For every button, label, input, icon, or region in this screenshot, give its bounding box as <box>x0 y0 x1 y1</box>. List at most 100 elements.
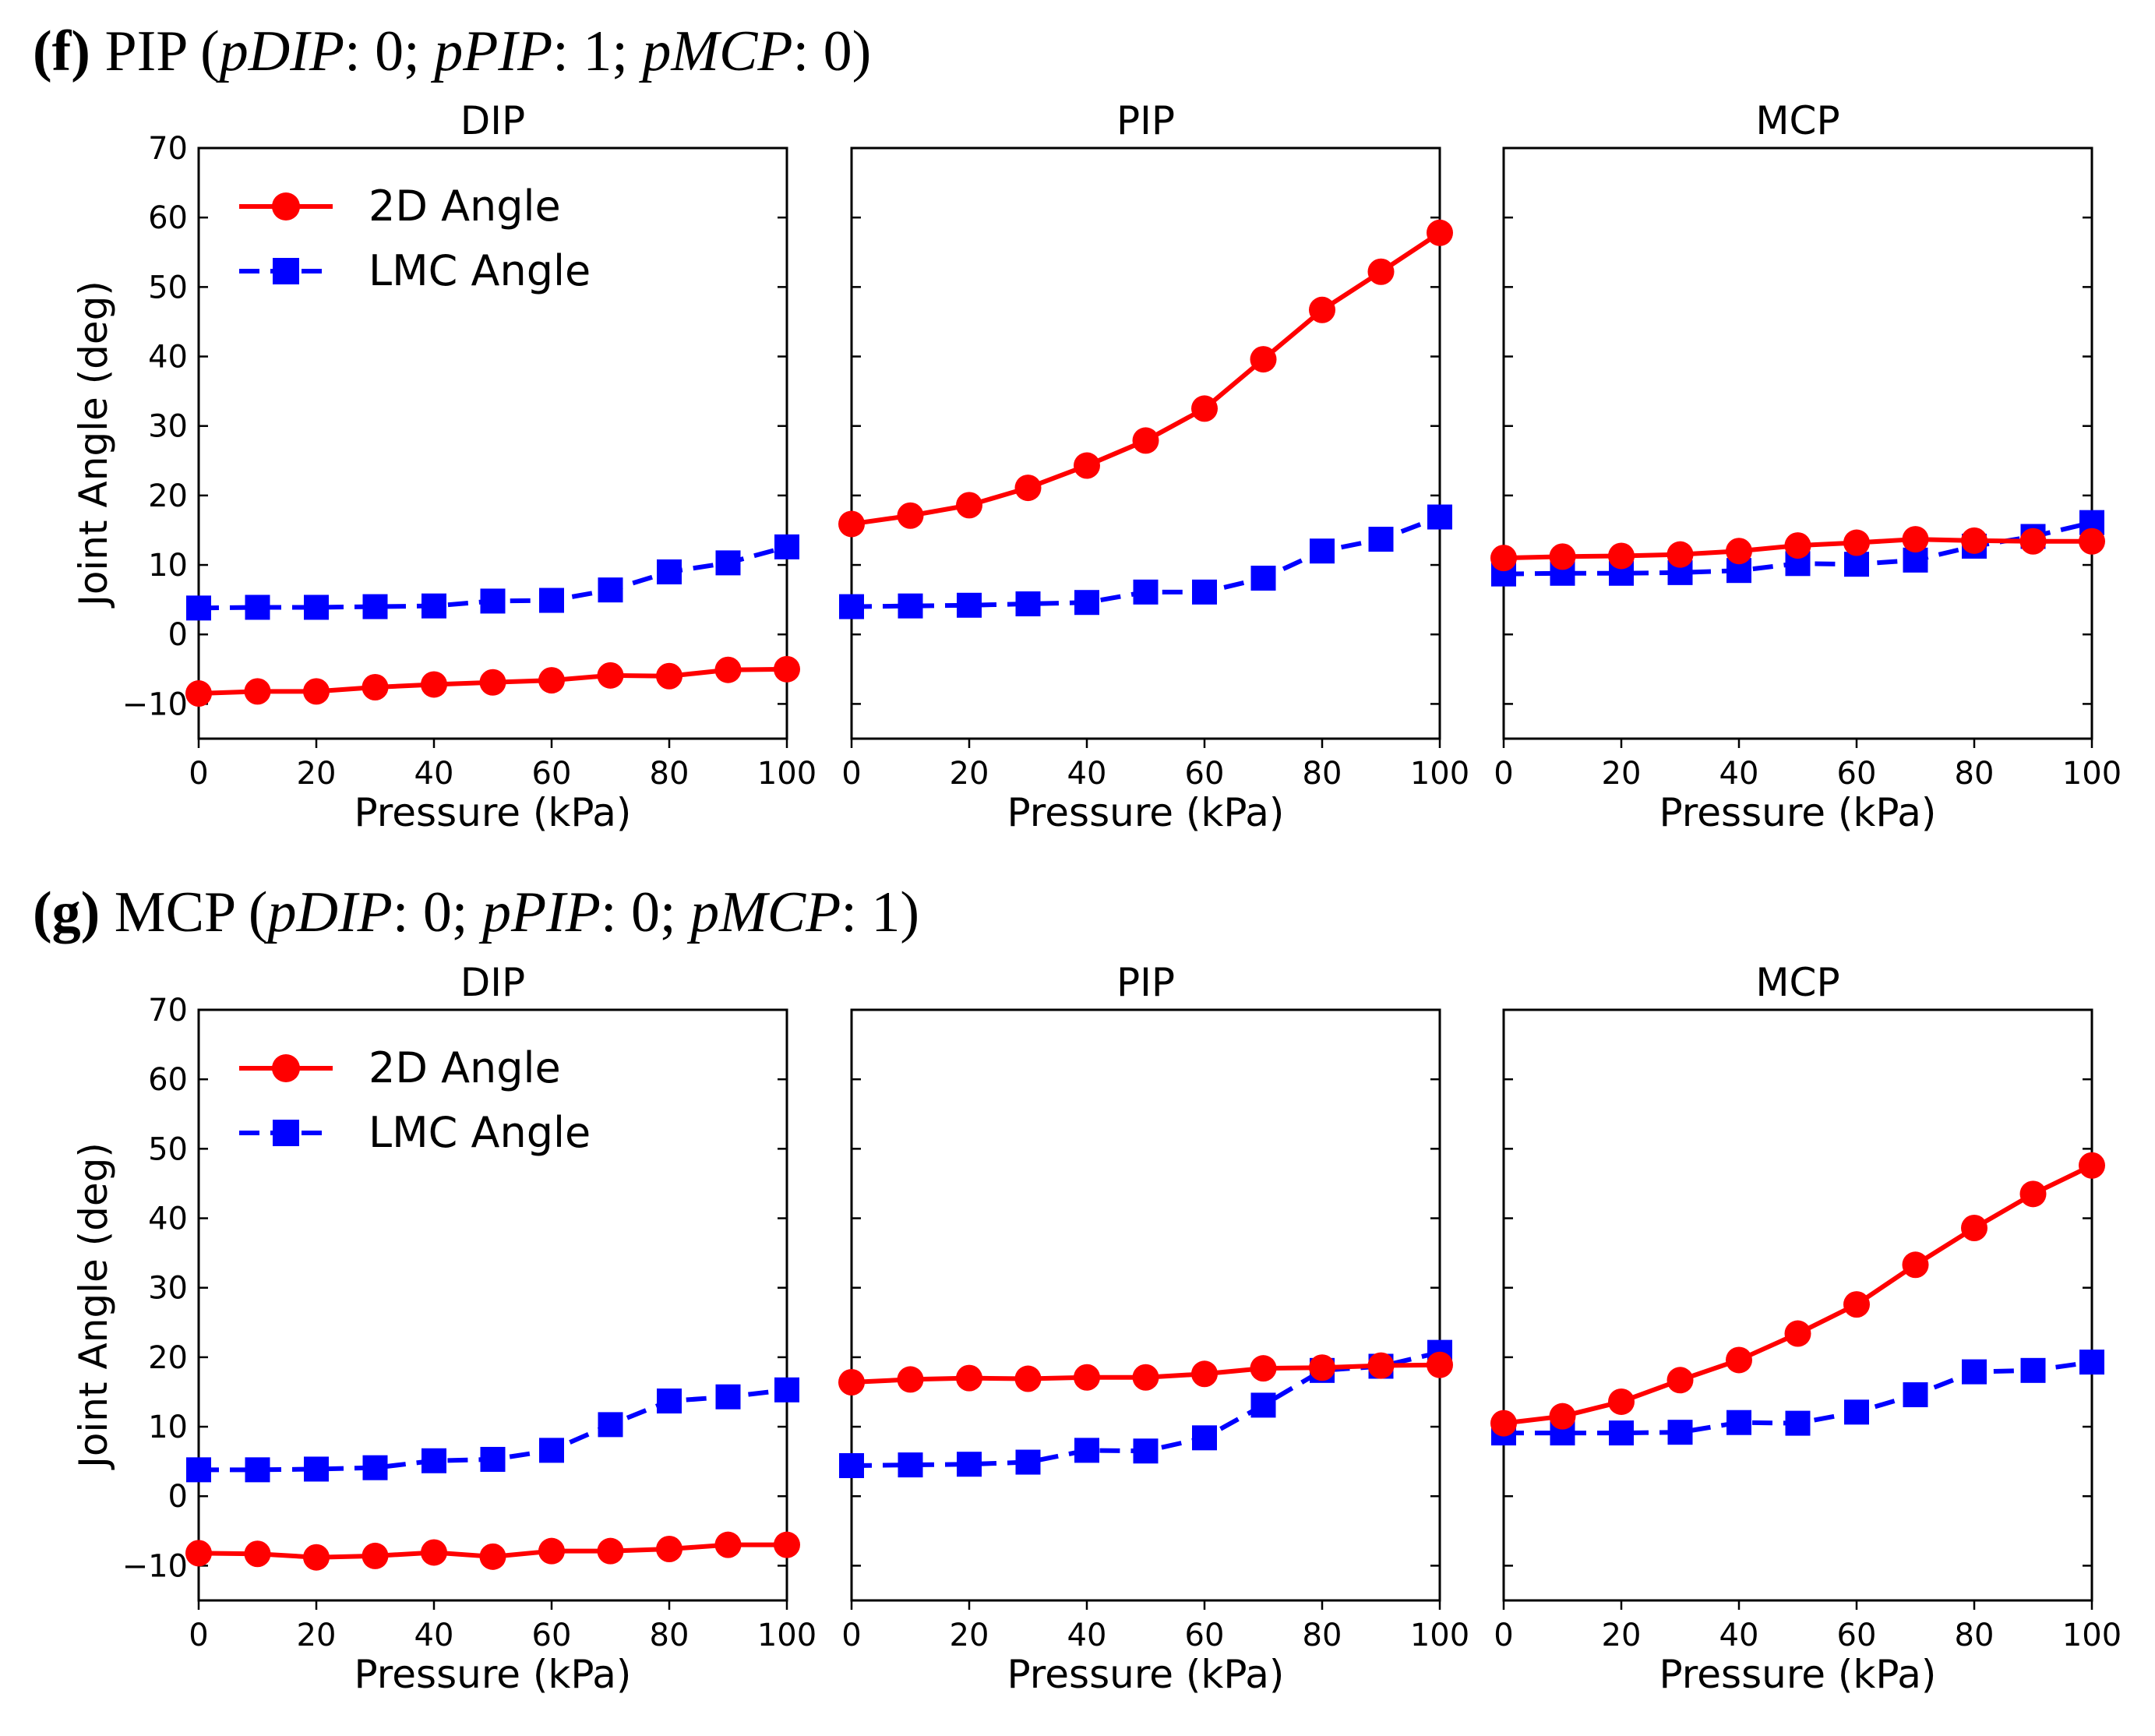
x-tick-label: 60 <box>1837 1618 1877 1653</box>
data-point <box>1250 566 1276 591</box>
y-axis-label: Joint Angle (deg) <box>71 1142 116 1470</box>
x-axis-label: Pressure (kPa) <box>1007 790 1285 835</box>
data-point <box>2019 1180 2047 1208</box>
data-point <box>1843 529 1870 556</box>
section-close: ) <box>900 880 919 944</box>
x-tick-label: 20 <box>1602 1618 1642 1653</box>
data-point <box>1014 1365 1042 1392</box>
param-value: : 1 <box>841 880 900 944</box>
series-line <box>1503 1163 2093 1426</box>
y-tick-label: 60 <box>148 200 188 236</box>
data-point <box>1074 452 1100 479</box>
data-point <box>1133 1438 1159 1464</box>
x-tick-label: 20 <box>297 756 337 792</box>
data-point <box>1667 541 1694 568</box>
data-point <box>186 595 211 621</box>
x-tick-label: 0 <box>841 1618 861 1653</box>
data-point <box>839 594 864 619</box>
x-tick-label: 100 <box>2062 756 2121 792</box>
x-axis-label: Pressure (kPa) <box>354 1652 632 1697</box>
x-axis-label: Pressure (kPa) <box>1659 790 1937 835</box>
data-point <box>421 593 446 619</box>
data-point <box>597 1537 624 1565</box>
data-point <box>657 559 682 584</box>
data-point <box>1903 1382 1928 1408</box>
data-point <box>1549 1403 1576 1430</box>
data-point <box>362 674 389 701</box>
data-point <box>1014 475 1042 502</box>
x-tick-label: 40 <box>1719 756 1759 792</box>
data-point <box>1250 1392 1276 1418</box>
x-tick-label: 40 <box>414 1618 454 1653</box>
data-point <box>1074 1364 1100 1391</box>
data-point <box>774 1531 800 1558</box>
chart-panel: PIP 0 20 40 60 80 100 Pressure (kPa) <box>838 98 1469 835</box>
data-point <box>1726 538 1752 565</box>
y-tick-label: 10 <box>148 548 188 584</box>
data-point <box>714 656 742 683</box>
data-point <box>898 593 923 619</box>
data-point <box>1667 1420 1693 1445</box>
x-tick-label: 0 <box>1494 756 1513 792</box>
data-point <box>1309 296 1335 323</box>
legend-label: LMC Angle <box>369 1108 591 1157</box>
data-point <box>362 1455 388 1480</box>
data-point <box>597 662 624 689</box>
legend-entry: LMC Angle <box>239 246 591 295</box>
data-point <box>1074 590 1099 616</box>
data-point <box>1015 591 1041 616</box>
param-value: : 0 <box>793 19 852 83</box>
data-point <box>1250 346 1277 373</box>
y-axis-label: Joint Angle (deg) <box>71 281 116 609</box>
data-point <box>1367 1352 1395 1379</box>
series-line <box>851 231 1441 527</box>
data-point <box>898 1452 923 1478</box>
section-name: MCP ( <box>100 880 267 944</box>
data-point <box>956 1364 982 1392</box>
y-tick-label: 60 <box>148 1062 188 1098</box>
data-point <box>1608 542 1635 570</box>
x-tick-label: 80 <box>650 756 690 792</box>
series-lmc-angle <box>186 1377 799 1483</box>
data-point <box>2079 1152 2105 1179</box>
chart-panel: MCP 0 20 40 60 80 100 Pressure (kPa) <box>1490 98 2121 835</box>
data-point <box>479 669 506 696</box>
data-point <box>480 1446 506 1472</box>
x-tick-label: 20 <box>297 1618 337 1653</box>
x-tick-label: 60 <box>532 756 572 792</box>
x-tick-label: 0 <box>189 1618 208 1653</box>
data-point <box>2020 1357 2046 1383</box>
data-point <box>774 534 799 559</box>
data-point <box>185 1540 212 1567</box>
data-point <box>1427 219 1453 246</box>
data-point <box>657 1388 682 1414</box>
y-tick-label: 70 <box>148 131 188 167</box>
data-point <box>538 1537 565 1565</box>
data-point <box>539 1438 564 1463</box>
section-label: (g) <box>33 880 100 944</box>
legend-label: LMC Angle <box>369 246 591 295</box>
x-tick-label: 40 <box>414 756 454 792</box>
x-tick-label: 100 <box>1410 756 1469 792</box>
data-point <box>714 1531 742 1558</box>
data-point <box>1902 1251 1929 1279</box>
data-point <box>598 1412 623 1438</box>
y-tick-label: 0 <box>168 617 188 653</box>
data-point <box>1784 532 1811 559</box>
param-variable: pDIP <box>264 880 393 944</box>
data-point <box>598 577 623 603</box>
data-point <box>1368 527 1394 552</box>
data-point <box>304 1456 329 1482</box>
y-tick-label: 20 <box>148 1340 188 1376</box>
data-point <box>421 1448 446 1473</box>
param-variable: pMCP <box>686 880 841 944</box>
x-tick-label: 60 <box>1185 756 1225 792</box>
data-point <box>1250 1355 1277 1382</box>
series-2d-angle <box>185 1531 800 1571</box>
plot-frame <box>1502 146 2093 740</box>
data-point <box>1726 1346 1752 1374</box>
data-point <box>1785 1410 1811 1436</box>
data-point <box>421 1539 447 1566</box>
